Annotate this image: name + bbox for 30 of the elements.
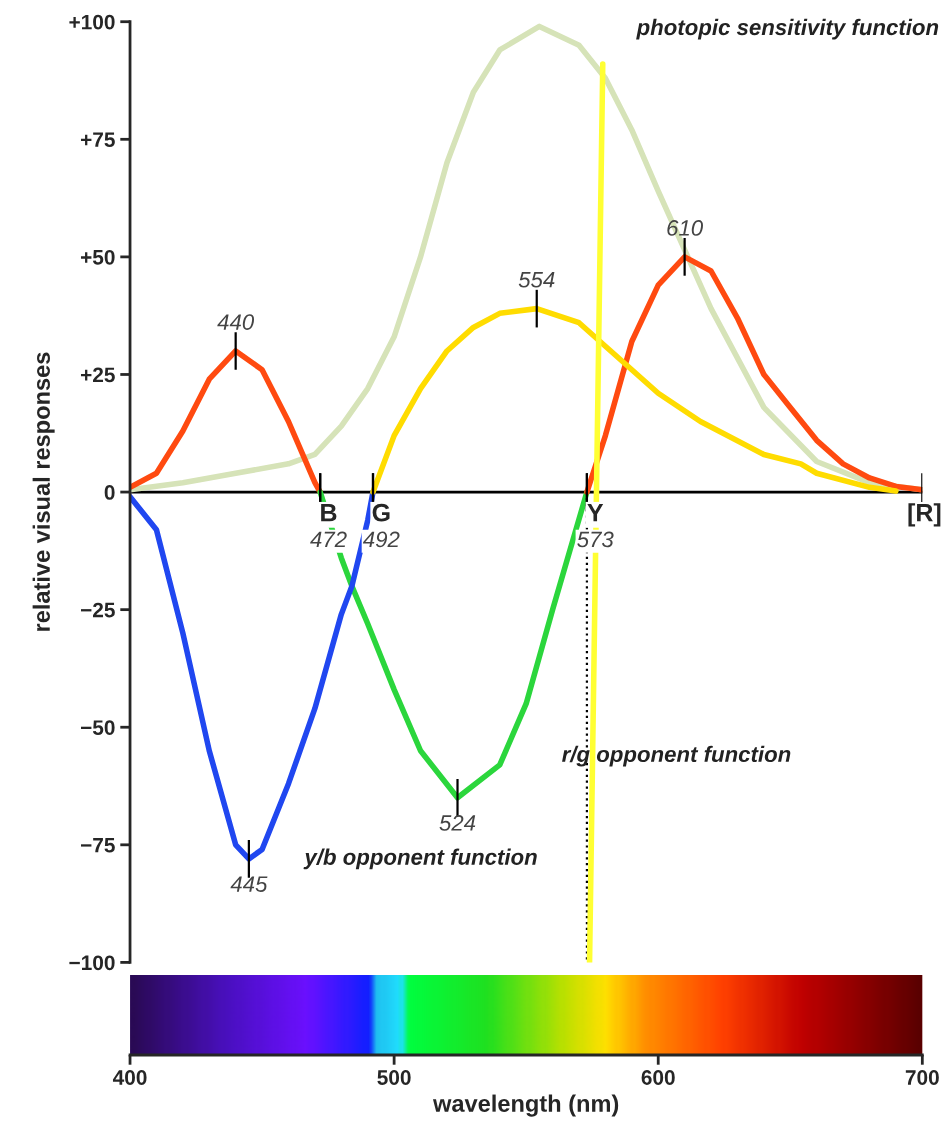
series-label: y/b opponent function — [303, 848, 537, 870]
y-axis-title: relative visual responses — [32, 352, 55, 631]
y-tick-label: −100 — [69, 955, 115, 971]
x-tick-label: 500 — [377, 1070, 411, 1085]
y-tick-label: 0 — [104, 485, 115, 500]
y-tick-label: +75 — [80, 132, 115, 148]
y-tick-label: −50 — [80, 720, 115, 735]
annotation: 524 — [439, 815, 476, 831]
annotation: 492 — [362, 531, 400, 548]
y-tick-label: +100 — [69, 14, 115, 30]
x-tick-label: 600 — [641, 1070, 675, 1085]
annotation: 554 — [518, 272, 555, 288]
text: r/g opponent function — [562, 745, 791, 767]
annotation: 610 — [667, 220, 703, 236]
annotation: 472 — [310, 531, 347, 548]
y-tick-label: −75 — [80, 838, 115, 853]
y-tick-label: +25 — [80, 367, 115, 383]
annotation: 445 — [230, 876, 268, 892]
y-tick-label: +50 — [80, 249, 115, 265]
annotation: 573 — [577, 531, 614, 548]
text: photopic sensitivity function — [636, 18, 939, 40]
x-tick-label: 400 — [112, 1070, 147, 1085]
annotation: B — [321, 504, 337, 522]
annotation: Y — [587, 504, 604, 522]
y-tick-label: −25 — [80, 602, 115, 618]
x-tick-label: 700 — [905, 1070, 939, 1085]
annotation: [R] — [908, 503, 941, 527]
annotation: G — [372, 503, 390, 522]
x-axis-title: wavelength (nm) — [432, 1094, 619, 1117]
annotation: 440 — [217, 314, 255, 330]
